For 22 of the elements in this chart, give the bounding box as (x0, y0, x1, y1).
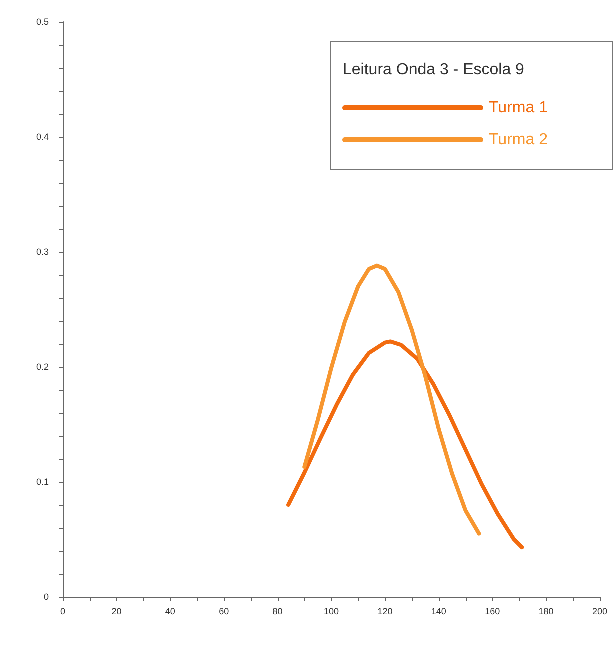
line-series (286, 340, 524, 550)
x-tick-label: 120 (378, 606, 393, 616)
y-tick-label: 0 (44, 592, 49, 602)
y-tick-label: 0.2 (36, 362, 49, 372)
y-tick-label: 0.1 (36, 477, 49, 487)
y-tick-label: 0.3 (36, 247, 49, 257)
text: Turma 1 (489, 100, 548, 116)
text: Turma 2 (489, 132, 548, 148)
line-series (302, 264, 482, 536)
x-tick-label: 20 (112, 606, 122, 616)
x-tick-label: 40 (165, 606, 176, 616)
x-tick-label: 100 (324, 606, 340, 616)
x-tick-label: 0 (60, 606, 66, 616)
x-tick-label: 200 (592, 606, 608, 616)
x-tick-label: 60 (219, 606, 230, 616)
y-tick-label: 0.5 (36, 17, 49, 27)
y-tick-label: 0.4 (36, 132, 49, 142)
x-tick-label: 140 (431, 606, 446, 616)
x-tick-label: 180 (538, 606, 554, 616)
x-tick-label: 80 (272, 606, 283, 616)
x-tick-label: 160 (485, 606, 500, 616)
legend-title: Leitura Onda 3 - Escola 9 (343, 62, 525, 78)
